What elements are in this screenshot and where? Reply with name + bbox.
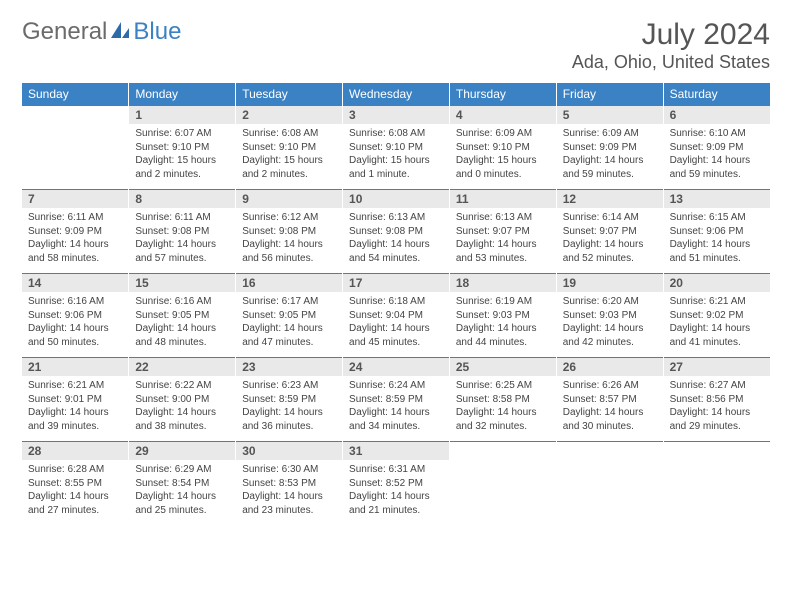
day-content: Sunrise: 6:07 AMSunset: 9:10 PMDaylight:… <box>129 124 236 190</box>
dow-monday: Monday <box>129 83 236 106</box>
day-number: 1 <box>129 106 236 125</box>
day-number: 31 <box>343 442 450 461</box>
header: General Blue July 2024 Ada, Ohio, United… <box>22 18 770 73</box>
day-number: 12 <box>556 190 663 209</box>
title-block: July 2024 Ada, Ohio, United States <box>572 18 770 73</box>
day-number: 13 <box>663 190 770 209</box>
day-content: Sunrise: 6:17 AMSunset: 9:05 PMDaylight:… <box>236 292 343 358</box>
dow-friday: Friday <box>556 83 663 106</box>
day-number: 11 <box>449 190 556 209</box>
day-number: 23 <box>236 358 343 377</box>
day-content-row: Sunrise: 6:28 AMSunset: 8:55 PMDaylight:… <box>22 460 770 525</box>
location: Ada, Ohio, United States <box>572 52 770 73</box>
dow-thursday: Thursday <box>449 83 556 106</box>
day-content <box>663 460 770 525</box>
day-content: Sunrise: 6:26 AMSunset: 8:57 PMDaylight:… <box>556 376 663 442</box>
day-content-row: Sunrise: 6:21 AMSunset: 9:01 PMDaylight:… <box>22 376 770 442</box>
day-content: Sunrise: 6:19 AMSunset: 9:03 PMDaylight:… <box>449 292 556 358</box>
day-content: Sunrise: 6:23 AMSunset: 8:59 PMDaylight:… <box>236 376 343 442</box>
day-content: Sunrise: 6:09 AMSunset: 9:10 PMDaylight:… <box>449 124 556 190</box>
day-number <box>556 442 663 461</box>
day-number: 28 <box>22 442 129 461</box>
day-number: 29 <box>129 442 236 461</box>
day-content: Sunrise: 6:09 AMSunset: 9:09 PMDaylight:… <box>556 124 663 190</box>
day-number: 19 <box>556 274 663 293</box>
day-number: 8 <box>129 190 236 209</box>
day-content: Sunrise: 6:13 AMSunset: 9:07 PMDaylight:… <box>449 208 556 274</box>
day-content: Sunrise: 6:14 AMSunset: 9:07 PMDaylight:… <box>556 208 663 274</box>
day-number: 15 <box>129 274 236 293</box>
day-content: Sunrise: 6:12 AMSunset: 9:08 PMDaylight:… <box>236 208 343 274</box>
day-content: Sunrise: 6:29 AMSunset: 8:54 PMDaylight:… <box>129 460 236 525</box>
day-content <box>449 460 556 525</box>
day-content: Sunrise: 6:24 AMSunset: 8:59 PMDaylight:… <box>343 376 450 442</box>
day-number: 6 <box>663 106 770 125</box>
day-number: 18 <box>449 274 556 293</box>
day-number <box>449 442 556 461</box>
day-number <box>22 106 129 125</box>
day-content: Sunrise: 6:25 AMSunset: 8:58 PMDaylight:… <box>449 376 556 442</box>
day-number: 26 <box>556 358 663 377</box>
day-content: Sunrise: 6:20 AMSunset: 9:03 PMDaylight:… <box>556 292 663 358</box>
day-content: Sunrise: 6:21 AMSunset: 9:02 PMDaylight:… <box>663 292 770 358</box>
day-number <box>663 442 770 461</box>
logo-sail-icon <box>109 20 131 45</box>
dow-saturday: Saturday <box>663 83 770 106</box>
day-number: 16 <box>236 274 343 293</box>
day-content <box>556 460 663 525</box>
day-content: Sunrise: 6:22 AMSunset: 9:00 PMDaylight:… <box>129 376 236 442</box>
day-number: 9 <box>236 190 343 209</box>
day-content: Sunrise: 6:18 AMSunset: 9:04 PMDaylight:… <box>343 292 450 358</box>
day-number: 14 <box>22 274 129 293</box>
day-num-row: 14151617181920 <box>22 274 770 293</box>
day-number: 7 <box>22 190 129 209</box>
day-number: 20 <box>663 274 770 293</box>
day-number: 2 <box>236 106 343 125</box>
day-number: 4 <box>449 106 556 125</box>
day-number: 5 <box>556 106 663 125</box>
month-title: July 2024 <box>572 18 770 52</box>
day-num-row: 21222324252627 <box>22 358 770 377</box>
day-content: Sunrise: 6:08 AMSunset: 9:10 PMDaylight:… <box>236 124 343 190</box>
logo: General Blue <box>22 18 181 46</box>
day-num-row: 123456 <box>22 106 770 125</box>
day-content: Sunrise: 6:08 AMSunset: 9:10 PMDaylight:… <box>343 124 450 190</box>
day-content: Sunrise: 6:30 AMSunset: 8:53 PMDaylight:… <box>236 460 343 525</box>
calendar-body: 123456Sunrise: 6:07 AMSunset: 9:10 PMDay… <box>22 106 770 526</box>
day-number: 27 <box>663 358 770 377</box>
dow-row: Sunday Monday Tuesday Wednesday Thursday… <box>22 83 770 106</box>
day-content: Sunrise: 6:28 AMSunset: 8:55 PMDaylight:… <box>22 460 129 525</box>
day-content: Sunrise: 6:15 AMSunset: 9:06 PMDaylight:… <box>663 208 770 274</box>
logo-text-sub: Blue <box>133 18 181 46</box>
day-content: Sunrise: 6:11 AMSunset: 9:08 PMDaylight:… <box>129 208 236 274</box>
day-content-row: Sunrise: 6:16 AMSunset: 9:06 PMDaylight:… <box>22 292 770 358</box>
day-content: Sunrise: 6:13 AMSunset: 9:08 PMDaylight:… <box>343 208 450 274</box>
day-num-row: 78910111213 <box>22 190 770 209</box>
day-content: Sunrise: 6:21 AMSunset: 9:01 PMDaylight:… <box>22 376 129 442</box>
day-number: 30 <box>236 442 343 461</box>
day-content-row: Sunrise: 6:11 AMSunset: 9:09 PMDaylight:… <box>22 208 770 274</box>
day-number: 24 <box>343 358 450 377</box>
calendar-table: Sunday Monday Tuesday Wednesday Thursday… <box>22 83 770 525</box>
day-number: 25 <box>449 358 556 377</box>
day-number: 10 <box>343 190 450 209</box>
dow-wednesday: Wednesday <box>343 83 450 106</box>
day-num-row: 28293031 <box>22 442 770 461</box>
dow-sunday: Sunday <box>22 83 129 106</box>
day-content: Sunrise: 6:10 AMSunset: 9:09 PMDaylight:… <box>663 124 770 190</box>
day-content: Sunrise: 6:16 AMSunset: 9:05 PMDaylight:… <box>129 292 236 358</box>
day-content: Sunrise: 6:31 AMSunset: 8:52 PMDaylight:… <box>343 460 450 525</box>
day-content <box>22 124 129 190</box>
dow-tuesday: Tuesday <box>236 83 343 106</box>
day-content-row: Sunrise: 6:07 AMSunset: 9:10 PMDaylight:… <box>22 124 770 190</box>
logo-text-main: General <box>22 18 107 46</box>
day-number: 3 <box>343 106 450 125</box>
day-number: 17 <box>343 274 450 293</box>
day-number: 22 <box>129 358 236 377</box>
day-number: 21 <box>22 358 129 377</box>
day-content: Sunrise: 6:27 AMSunset: 8:56 PMDaylight:… <box>663 376 770 442</box>
day-content: Sunrise: 6:11 AMSunset: 9:09 PMDaylight:… <box>22 208 129 274</box>
day-content: Sunrise: 6:16 AMSunset: 9:06 PMDaylight:… <box>22 292 129 358</box>
